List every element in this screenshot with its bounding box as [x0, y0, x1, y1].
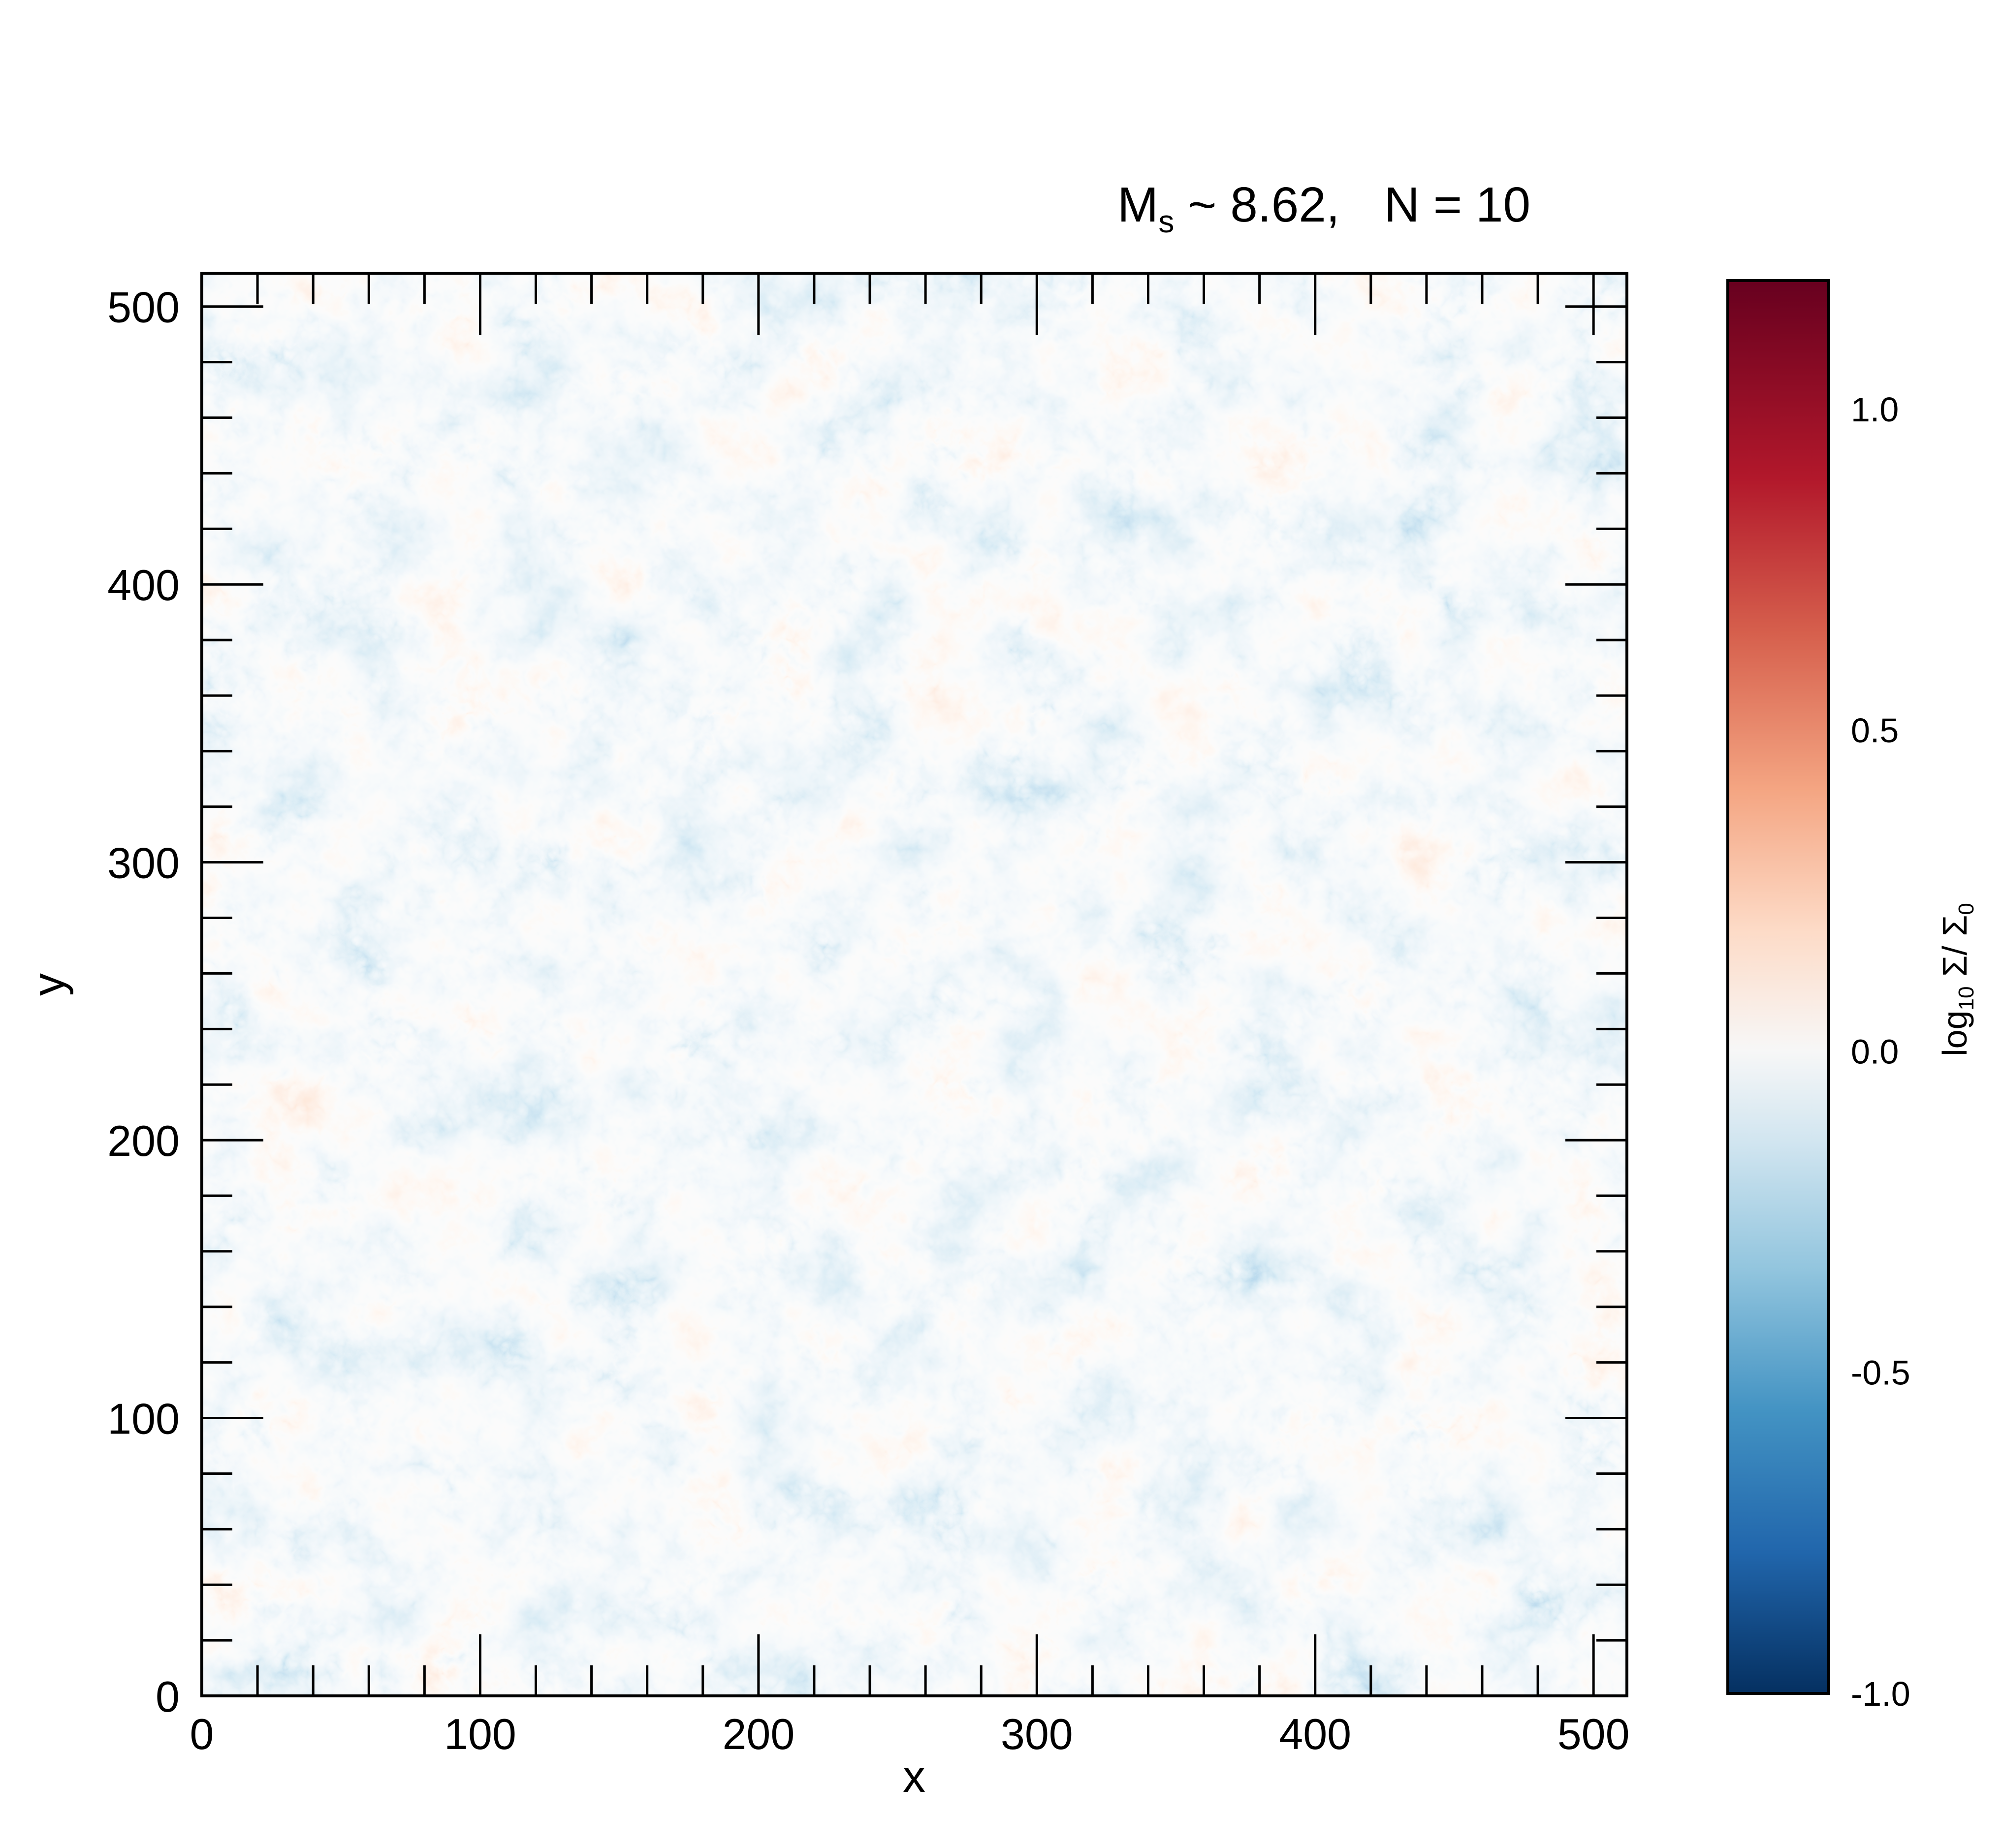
x-tick-label: 0: [190, 1710, 214, 1758]
x-tick-labels: 0 100 200 300 400 500: [190, 1710, 1630, 1758]
cb-label-prefix: log: [1936, 1010, 1974, 1056]
cb-label-sub1: 10: [1954, 987, 1978, 1011]
y-tick-label: 400: [107, 561, 180, 609]
cb-label-sub2: 0: [1954, 903, 1978, 915]
x-tick-label: 300: [1001, 1710, 1073, 1758]
colorbar-tick-label: 0.0: [1851, 1032, 1899, 1071]
x-tick-label: 100: [444, 1710, 516, 1758]
plot-frame: [200, 272, 1628, 1697]
colorbar-tick-labels: -1.0 -0.5 0.0 0.5 1.0: [1851, 390, 1910, 1713]
cb-label-middle: Σ/ Σ: [1936, 915, 1974, 987]
title-n: N = 10: [1384, 177, 1530, 232]
y-tick-label: 500: [107, 283, 180, 332]
x-tick-label: 200: [722, 1710, 794, 1758]
title-ms-relation: ~ 8.62,: [1174, 177, 1339, 232]
x-axis-title: x: [903, 1752, 925, 1802]
colorbar-tick-label: 1.0: [1851, 390, 1899, 429]
y-tick-label: 300: [107, 839, 180, 888]
colorbar-label: log10 Σ/ Σ0: [1936, 903, 1978, 1056]
x-tick-label: 500: [1557, 1710, 1630, 1758]
colorbar: [1726, 279, 1830, 1695]
heatmap: [202, 273, 1627, 1696]
title-ms-symbol: M: [1117, 177, 1158, 232]
y-tick-label: 0: [156, 1672, 180, 1721]
title-ms-subscript: s: [1158, 204, 1174, 239]
colorbar-tick-label: -0.5: [1851, 1354, 1910, 1392]
y-tick-label: 100: [107, 1395, 180, 1443]
y-tick-labels: 0 100 200 300 400 500: [107, 283, 180, 1721]
axis-ticks: [200, 273, 1627, 1697]
y-tick-label: 200: [107, 1116, 180, 1165]
heatmap-field: [202, 273, 1627, 1696]
x-tick-label: 400: [1279, 1710, 1351, 1758]
chart-title: Ms ~ 8.62, N = 10: [1117, 177, 1530, 239]
y-axis-title: y: [24, 973, 74, 996]
colorbar-tick-label: 0.5: [1851, 711, 1899, 750]
colorbar-tick-label: -1.0: [1851, 1675, 1910, 1713]
